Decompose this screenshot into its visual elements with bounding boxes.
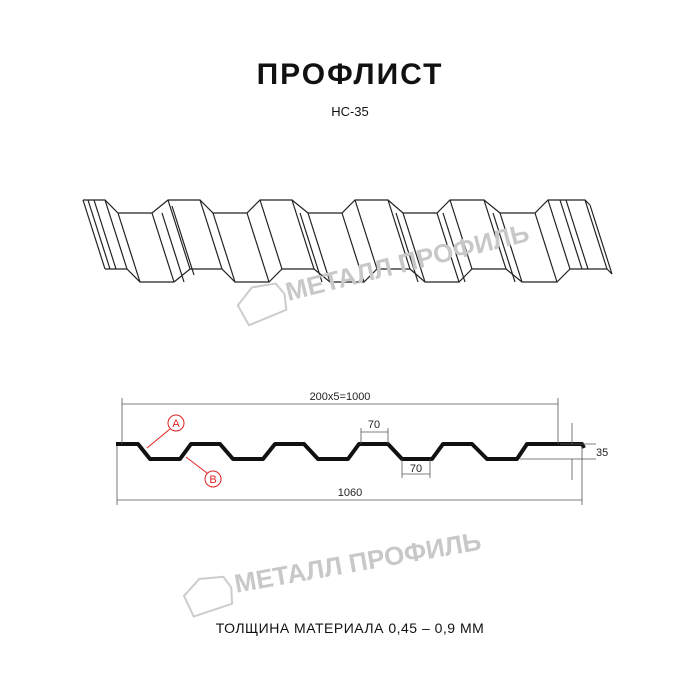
callout-b [185,456,222,488]
sheet-fold-line [151,212,175,283]
sheet-fold-line [534,212,558,283]
watermark-logo-icon [236,282,288,327]
callout-b-label: B [209,474,216,486]
dim-height: 35 [596,447,608,459]
sheet-fold-line [547,199,571,270]
sheet-fold-line [167,199,191,270]
sheet-rib-line [559,199,583,270]
material-thickness: ТОЛЩИНА МАТЕРИАЛА 0,45 – 0,9 ММ [215,620,485,636]
sheet-fold-line [499,212,523,283]
sheet-fold-line [291,199,315,270]
watermark-text: МЕТАЛЛ ПРОФИЛЬ [282,217,532,307]
page-subtitle: НС-35 [331,104,369,119]
sheet-rib-line [87,199,111,270]
sheet-rib-line [442,212,466,283]
watermark-logo-icon [182,575,234,618]
watermark-bottom: МЕТАЛЛ ПРОФИЛЬ [182,526,483,618]
sheet-fold-line [402,212,426,283]
dim-top-width: 70 [368,419,380,431]
sheet-fold-line [307,212,331,283]
sheet-fold-line [436,212,460,283]
sheet-fold-line [104,199,128,270]
sheet-front-edge [83,199,591,214]
isometric-sheet-view [82,199,613,283]
sheet-fold-line [82,199,106,270]
sheet-fold-line [246,212,270,283]
sheet-rib-line [161,212,185,283]
sheet-rib-line [395,212,419,283]
sheet-rib-line [565,199,589,270]
dim-total: 1060 [338,487,362,499]
watermark-text: МЕТАЛЛ ПРОФИЛЬ [232,526,483,599]
callout-a [146,414,185,449]
cross-section [116,442,586,461]
sheet-fold-line [589,204,613,275]
sheet-fold-line [259,199,283,270]
profile-section-line [116,442,586,461]
sheet-fold-line [212,212,236,283]
sheet-fold-line [117,212,141,283]
sheet-fold-line [341,212,365,283]
callout-a-label: A [172,418,180,430]
sheet-fold-line [584,199,608,270]
sheet-fold-line [387,199,411,270]
sheet-rib-line [171,205,195,276]
sheet-rib-line [492,212,516,283]
sheet-fold-line [199,199,223,270]
sheet-fold-line [483,199,507,270]
dim-bottom-width: 70 [410,463,422,475]
page-title: ПРОФЛИСТ [256,58,444,91]
sheet-rib-line [93,199,117,270]
dimensions [116,398,596,505]
sheet-fold-line [354,199,378,270]
sheet-fold-line [449,199,473,270]
dim-pitch: 200x5=1000 [310,391,371,403]
sheet-rib-line [299,212,323,283]
